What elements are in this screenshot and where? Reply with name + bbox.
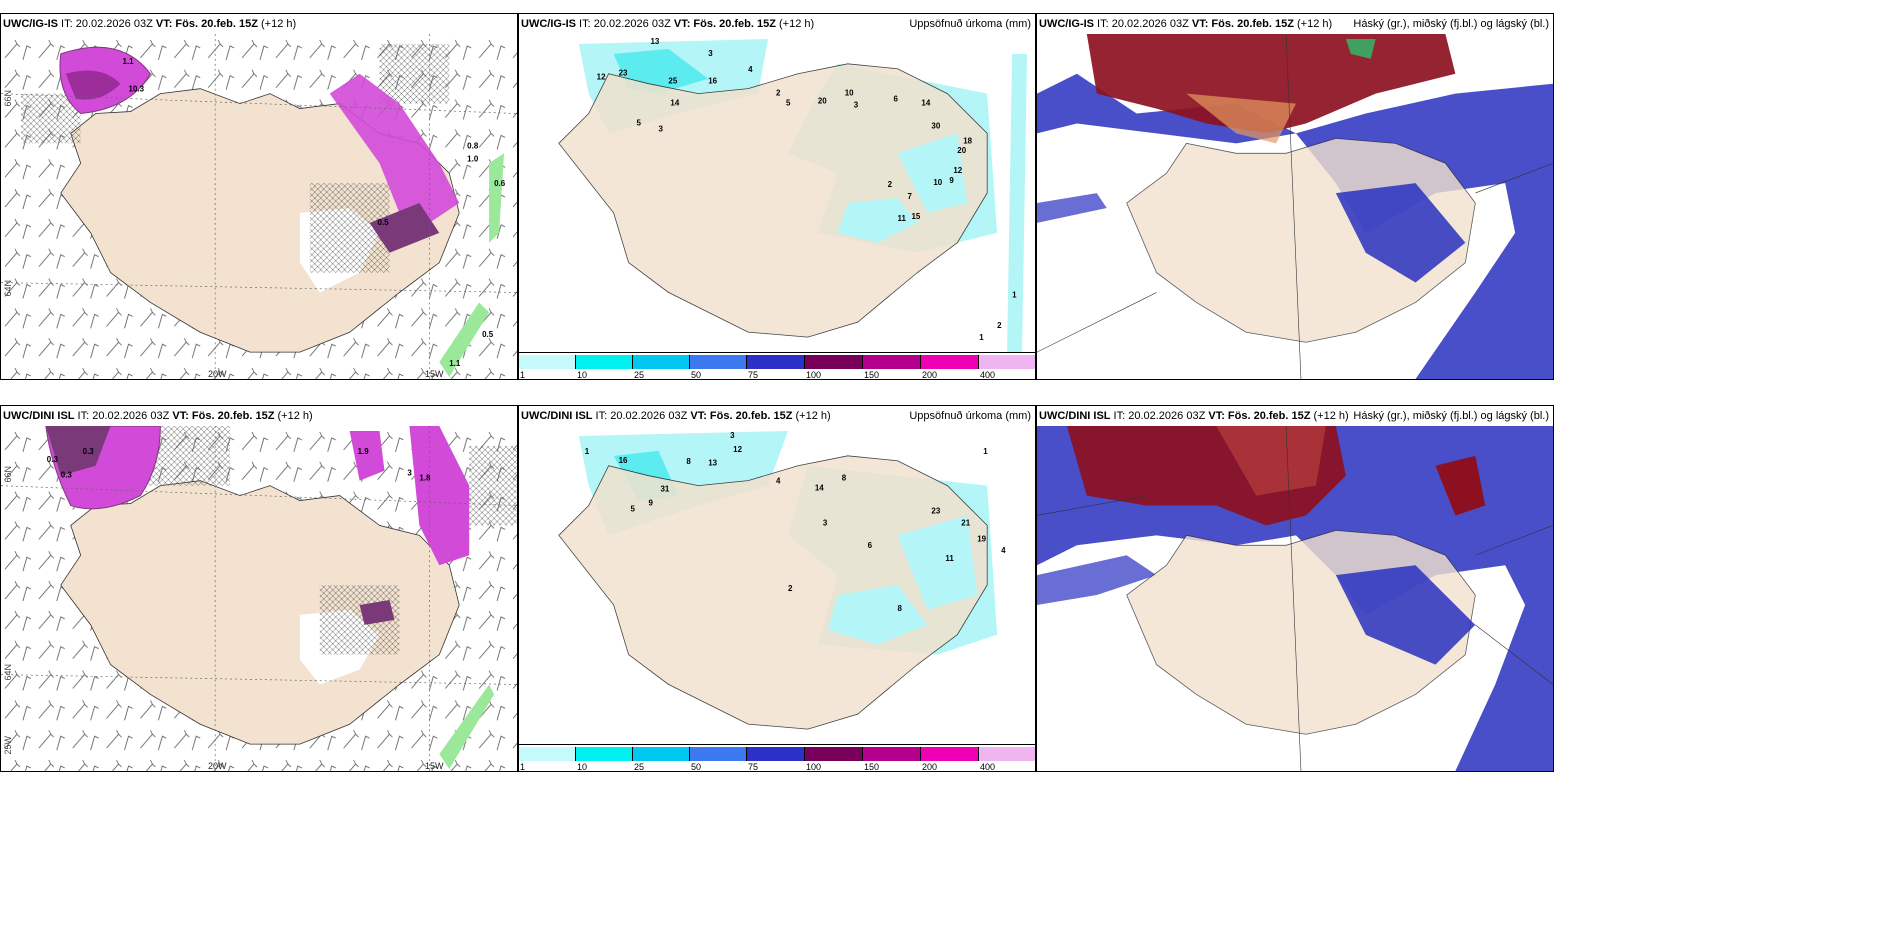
svg-text:4: 4 (776, 477, 781, 486)
precip-map[interactable]: 1 3 12 16 8 13 31 9 5 4 14 8 3 6 23 21 1… (519, 426, 1035, 745)
svg-text:11: 11 (945, 554, 954, 563)
svg-text:8: 8 (898, 604, 903, 613)
svg-text:3: 3 (708, 49, 713, 58)
svg-text:1: 1 (983, 447, 988, 456)
svg-text:4: 4 (748, 65, 753, 74)
svg-text:20: 20 (818, 97, 827, 106)
svg-text:4: 4 (1001, 546, 1006, 555)
svg-text:25: 25 (668, 77, 677, 86)
svg-text:2: 2 (888, 180, 893, 189)
wind-panel-bottom: UWC/DINI ISL IT: 20.02.2026 03Z VT: Fös.… (0, 405, 518, 772)
svg-text:12: 12 (597, 73, 606, 82)
svg-text:6: 6 (868, 541, 873, 550)
panel-header: UWC/IG-IS IT: 20.02.2026 03Z VT: Fös. 20… (1037, 14, 1553, 34)
svg-text:3: 3 (854, 101, 859, 110)
svg-text:31: 31 (660, 485, 669, 494)
svg-text:21: 21 (961, 518, 970, 527)
lon-label: 20W (208, 761, 227, 771)
svg-text:8: 8 (686, 457, 691, 466)
svg-text:2: 2 (788, 584, 793, 593)
lat-label: 66N (3, 466, 13, 483)
svg-text:1.8: 1.8 (419, 474, 431, 483)
svg-text:14: 14 (670, 99, 679, 108)
svg-text:1: 1 (979, 333, 984, 342)
lat-label: 25W (3, 736, 13, 755)
svg-text:3: 3 (658, 124, 663, 133)
panel-header: UWC/IG-IS IT: 20.02.2026 03Z VT: Fös. 20… (519, 14, 1035, 34)
cloud-map[interactable] (1037, 426, 1553, 771)
lon-label: 15W (425, 369, 444, 379)
svg-text:12: 12 (733, 445, 742, 454)
svg-text:30: 30 (931, 121, 940, 130)
iceland-land (60, 480, 460, 745)
svg-text:16: 16 (619, 456, 628, 465)
svg-text:9: 9 (949, 176, 954, 185)
svg-text:16: 16 (708, 77, 717, 86)
svg-text:3: 3 (407, 469, 412, 478)
svg-text:0.8: 0.8 (467, 141, 479, 150)
svg-text:2: 2 (997, 321, 1002, 330)
precip-map[interactable]: 13 3 4 12 23 25 16 14 5 3 2 5 10 20 3 6 … (519, 34, 1035, 353)
cloud-map[interactable] (1037, 34, 1553, 379)
svg-text:14: 14 (815, 484, 824, 493)
precip-panel-bottom: UWC/DINI ISL IT: 20.02.2026 03Z VT: Fös.… (518, 405, 1036, 772)
svg-text:7: 7 (907, 192, 912, 201)
svg-text:0.6: 0.6 (494, 179, 506, 188)
svg-text:14: 14 (921, 99, 930, 108)
svg-text:20: 20 (957, 146, 966, 155)
svg-text:11: 11 (898, 214, 907, 223)
precip-colorbar: 1 10 25 50 75 100 150 200 400 (519, 744, 1035, 771)
wind-panel-top: UWC/IG-IS IT: 20.02.2026 03Z VT: Fös. 20… (0, 13, 518, 380)
svg-text:12: 12 (953, 166, 962, 175)
iceland-land (558, 455, 988, 730)
svg-text:1: 1 (585, 447, 590, 456)
svg-text:10: 10 (933, 178, 942, 187)
svg-text:3: 3 (730, 431, 735, 440)
svg-text:13: 13 (650, 37, 659, 46)
svg-text:1.9: 1.9 (358, 447, 370, 456)
svg-text:8: 8 (842, 474, 847, 483)
panel-header: UWC/IG-IS IT: 20.02.2026 03Z VT: Fös. 20… (1, 14, 517, 34)
svg-text:5: 5 (637, 118, 642, 127)
svg-text:1.1: 1.1 (449, 359, 461, 368)
svg-text:9: 9 (648, 499, 653, 508)
panel-header: UWC/DINI ISL IT: 20.02.2026 03Z VT: Fös.… (519, 406, 1035, 426)
cloud-panel-bottom: UWC/DINI ISL IT: 20.02.2026 03Z VT: Fös.… (1036, 405, 1554, 772)
precip-colorbar: 1 10 25 50 75 100 150 200 400 (519, 352, 1035, 379)
svg-text:0.3: 0.3 (83, 447, 95, 456)
svg-text:0.5: 0.5 (378, 218, 390, 227)
svg-text:0.3: 0.3 (47, 455, 59, 464)
svg-text:1.0: 1.0 (467, 154, 479, 163)
svg-text:18: 18 (963, 136, 972, 145)
wind-snow-map[interactable]: 1.1 10.3 0.8 1.0 0.6 0.5 0.5 1.1 (1, 34, 517, 379)
svg-text:0.5: 0.5 (482, 330, 494, 339)
svg-text:23: 23 (931, 506, 940, 515)
svg-text:23: 23 (619, 69, 628, 78)
panel-header: UWC/DINI ISL IT: 20.02.2026 03Z VT: Fös.… (1, 406, 517, 426)
svg-text:0.3: 0.3 (61, 471, 73, 480)
svg-text:2: 2 (776, 89, 781, 98)
panel-header: UWC/DINI ISL IT: 20.02.2026 03Z VT: Fös.… (1037, 406, 1553, 426)
lon-label: 15W (425, 761, 444, 771)
svg-text:6: 6 (894, 95, 899, 104)
wind-snow-map[interactable]: 0.3 0.3 0.3 1.9 3 1.8 (1, 426, 517, 771)
svg-text:5: 5 (631, 504, 636, 513)
lat-label: 64N (3, 280, 13, 297)
svg-text:13: 13 (708, 459, 717, 468)
svg-text:5: 5 (786, 99, 791, 108)
svg-text:10.3: 10.3 (129, 85, 145, 94)
iceland-land (558, 63, 988, 338)
lat-label: 66N (3, 90, 13, 107)
lat-label: 64N (3, 664, 13, 681)
svg-text:3: 3 (823, 518, 828, 527)
lon-label: 20W (208, 369, 227, 379)
svg-text:19: 19 (977, 534, 986, 543)
svg-text:10: 10 (845, 89, 854, 98)
precip-panel-top: UWC/IG-IS IT: 20.02.2026 03Z VT: Fös. 20… (518, 13, 1036, 380)
cloud-panel-top: UWC/IG-IS IT: 20.02.2026 03Z VT: Fös. 20… (1036, 13, 1554, 380)
svg-text:1.1: 1.1 (123, 57, 135, 66)
svg-text:15: 15 (911, 212, 920, 221)
svg-text:1: 1 (1012, 290, 1017, 299)
